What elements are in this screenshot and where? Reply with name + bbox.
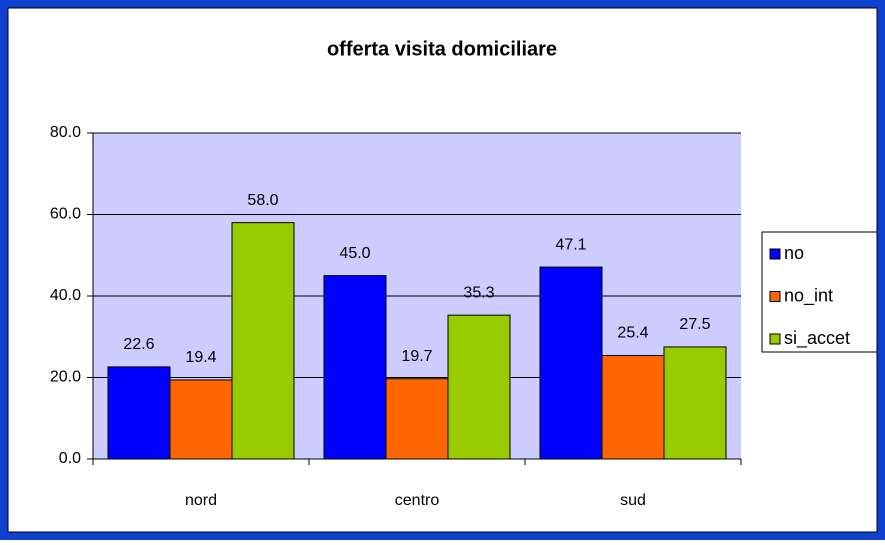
value-label: 19.7: [401, 348, 432, 365]
legend-label: no_int: [784, 285, 833, 306]
value-label: 22.6: [123, 336, 154, 353]
x-tick-label: sud: [620, 492, 646, 509]
value-label: 19.4: [185, 349, 216, 366]
bar: [601, 354, 665, 460]
legend-swatch: [769, 333, 781, 345]
value-label: 27.5: [679, 316, 710, 333]
bar: [231, 222, 295, 460]
legend-label: si_accet: [784, 328, 850, 349]
y-tick-label: 40.0: [50, 287, 81, 304]
bar: [323, 275, 387, 460]
legend-swatch: [769, 248, 781, 260]
bar: [385, 378, 449, 460]
y-tick-label: 0.0: [59, 450, 81, 467]
legend: [761, 231, 878, 353]
value-label: 45.0: [339, 245, 370, 262]
bar: [447, 314, 511, 460]
bar: [169, 379, 233, 460]
value-label: 47.1: [555, 236, 586, 253]
bar: [663, 346, 727, 460]
legend-label: no: [784, 243, 804, 263]
bar: [107, 366, 171, 460]
legend-swatch: [769, 291, 781, 302]
value-label: 35.3: [463, 284, 494, 301]
y-tick-label: 20.0: [50, 369, 81, 386]
bar: [539, 266, 603, 460]
value-label: 25.4: [617, 325, 648, 342]
value-label: 58.0: [247, 192, 278, 209]
y-tick-label: 80.0: [50, 124, 81, 141]
x-tick-label: nord: [185, 492, 217, 509]
chart-title: offerta visita domiciliare: [327, 38, 557, 60]
x-tick-label: centro: [395, 492, 440, 509]
y-tick-label: 60.0: [50, 206, 81, 223]
